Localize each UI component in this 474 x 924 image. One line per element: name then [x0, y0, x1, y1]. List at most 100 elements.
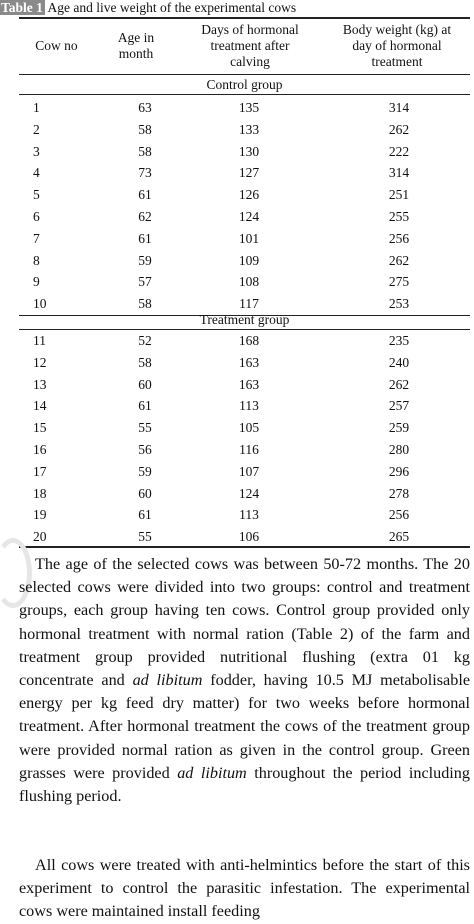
table-row: 12 58 163 240	[19, 352, 470, 374]
table-row: 17 59 107 296	[19, 461, 470, 483]
weight-cell: 262	[388, 121, 410, 137]
days-cell: 105	[238, 420, 260, 436]
table-row: 18 60 124 278	[19, 483, 470, 505]
days-cell: 106	[238, 529, 260, 545]
cow-no-cell: 10	[33, 296, 47, 312]
days-cell: 108	[238, 274, 260, 290]
table-row: 5 61 126 251	[19, 184, 470, 206]
age-cell: 56	[138, 441, 152, 457]
table-row: 1 63 135 314	[19, 97, 470, 119]
days-cell: 126	[238, 187, 260, 203]
treatment-group-rows: 11 52 168 235 12 58 163 240 13 60 163 262 14 61 113 257…	[19, 330, 470, 548]
weight-cell: 256	[388, 230, 410, 246]
cow-no-cell: 16	[33, 441, 47, 457]
age-cell: 61	[138, 507, 152, 523]
days-cell: 101	[238, 230, 260, 246]
weight-cell: 253	[388, 296, 410, 312]
cow-no-cell: 14	[33, 398, 47, 414]
weight-cell: 257	[388, 398, 410, 414]
days-cell: 124	[238, 485, 260, 501]
days-cell: 168	[238, 333, 260, 348]
header-rule	[19, 74, 470, 75]
cow-no-cell: 17	[33, 463, 47, 479]
age-cell: 58	[138, 296, 152, 312]
age-cell: 73	[138, 165, 152, 181]
cow-no-cell: 11	[33, 333, 46, 348]
treatment-group-rule	[19, 329, 470, 330]
weight-cell: 296	[388, 463, 410, 479]
cow-no-cell: 4	[33, 165, 40, 181]
weight-cell: 265	[388, 529, 410, 545]
table-row: 13 60 163 262	[19, 374, 470, 396]
age-cell: 55	[138, 529, 152, 545]
weight-cell: 262	[388, 252, 410, 268]
age-cell: 58	[138, 121, 152, 137]
age-cell: 55	[138, 420, 152, 436]
header-age: Age in month	[117, 30, 155, 61]
days-cell: 109	[238, 252, 260, 268]
age-cell: 60	[138, 376, 152, 392]
days-cell: 113	[239, 398, 259, 414]
cow-no-cell: 9	[33, 274, 40, 290]
age-cell: 60	[138, 485, 152, 501]
control-group-title: Control group	[206, 77, 283, 92]
table-row: 20 55 106 265	[19, 526, 470, 548]
table-row: 2 58 133 262	[19, 119, 470, 141]
weight-cell: 259	[388, 420, 410, 436]
body-paragraph-2: All cows were treated with anti-helminti…	[19, 856, 470, 921]
age-cell: 58	[138, 354, 152, 370]
header-weight: Body weight (kg) at day of hormonal treatm…	[342, 22, 452, 69]
age-cell: 61	[138, 230, 152, 246]
cow-no-cell: 15	[33, 420, 47, 436]
age-cell: 52	[138, 333, 152, 348]
weight-cell: 314	[388, 100, 410, 115]
table-row: 16 56 116 280	[19, 439, 470, 461]
header-cow-no: Cow no	[35, 38, 78, 53]
table-row: 6 62 124 255	[19, 206, 470, 228]
table-top-rule	[19, 17, 470, 19]
weight-cell: 314	[388, 165, 410, 181]
table-row: 10 58 117 253	[19, 293, 470, 315]
group-separator-rule	[19, 315, 470, 316]
table-row: 11 52 168 235	[19, 330, 470, 352]
cow-no-cell: 3	[33, 143, 40, 159]
weight-cell: 275	[388, 274, 410, 290]
cow-no-cell: 20	[33, 529, 47, 545]
cow-no-cell: 13	[33, 376, 47, 392]
weight-cell: 222	[388, 143, 410, 159]
table-row: 7 61 101 256	[19, 228, 470, 250]
age-cell: 58	[138, 143, 152, 159]
control-group-rows: 1 63 135 314 2 58 133 262 3 58 130 222 4 73 127 314 5 61 1…	[19, 97, 470, 315]
age-cell: 63	[138, 100, 152, 115]
cow-no-cell: 2	[33, 121, 40, 137]
cow-no-cell: 18	[33, 485, 47, 501]
weight-cell: 240	[388, 354, 410, 370]
cow-no-cell: 19	[33, 507, 47, 523]
table-title: Age and live weight of the experimental …	[44, 0, 297, 15]
days-cell: 163	[238, 354, 260, 370]
weight-cell: 256	[388, 507, 410, 523]
days-cell: 107	[238, 463, 260, 479]
table-caption: Table 1 Age and live weight of the exper…	[0, 0, 474, 16]
weight-cell: 255	[388, 208, 410, 224]
cow-no-cell: 7	[33, 230, 40, 246]
body-paragraph-1: The age of the selected cows was between…	[19, 555, 471, 806]
weight-cell: 235	[388, 333, 410, 348]
days-cell: 135	[238, 100, 260, 115]
table-row: 8 59 109 262	[19, 250, 470, 272]
header-days: Days of hormonal treatment after calving	[201, 22, 299, 69]
age-cell: 62	[138, 208, 152, 224]
control-group-rule	[19, 94, 470, 95]
table-row: 19 61 113 256	[19, 504, 470, 526]
table-row: 15 55 105 259	[19, 417, 470, 439]
age-cell: 59	[138, 463, 152, 479]
cow-no-cell: 8	[33, 252, 40, 268]
age-cell: 57	[138, 274, 152, 290]
cow-no-cell: 5	[33, 187, 40, 203]
table-row: 9 57 108 275	[19, 271, 470, 293]
age-cell: 59	[138, 252, 152, 268]
days-cell: 124	[238, 208, 260, 224]
weight-cell: 262	[388, 376, 410, 392]
weight-cell: 278	[388, 485, 410, 501]
table-label: Table 1	[0, 0, 45, 15]
